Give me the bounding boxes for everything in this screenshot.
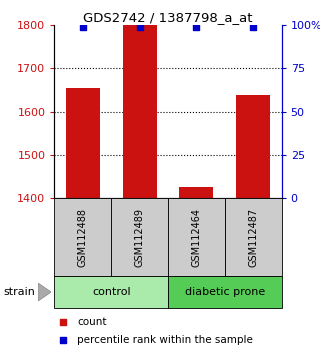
Point <box>194 24 199 29</box>
Text: diabetic prone: diabetic prone <box>185 287 265 297</box>
Polygon shape <box>38 283 51 301</box>
Bar <box>236 95 270 198</box>
Text: control: control <box>92 287 131 297</box>
Point <box>61 337 66 342</box>
Point <box>61 320 66 325</box>
Bar <box>54 276 168 308</box>
Title: GDS2742 / 1387798_a_at: GDS2742 / 1387798_a_at <box>83 11 253 24</box>
Point <box>251 24 256 29</box>
Text: GSM112489: GSM112489 <box>135 208 145 267</box>
Bar <box>123 25 157 198</box>
Text: percentile rank within the sample: percentile rank within the sample <box>77 335 253 344</box>
Bar <box>168 198 225 276</box>
Bar <box>180 187 213 198</box>
Bar <box>111 198 168 276</box>
Point <box>137 24 142 29</box>
Bar <box>54 198 111 276</box>
Text: count: count <box>77 318 107 327</box>
Bar <box>225 198 282 276</box>
Point <box>80 24 85 29</box>
Text: GSM112488: GSM112488 <box>78 208 88 267</box>
Text: GSM112464: GSM112464 <box>191 208 201 267</box>
Bar <box>168 276 282 308</box>
Text: GSM112487: GSM112487 <box>248 207 258 267</box>
Text: strain: strain <box>3 287 35 297</box>
Bar <box>66 88 100 198</box>
